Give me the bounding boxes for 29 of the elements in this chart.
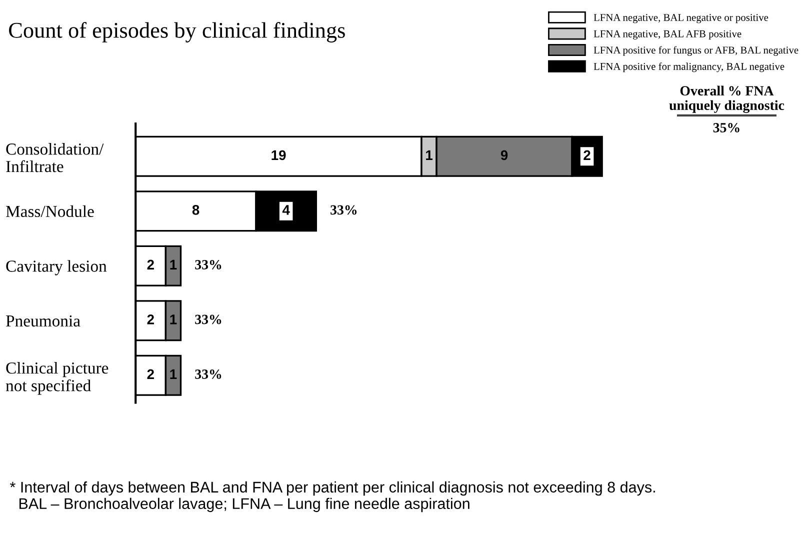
text: 35% bbox=[713, 122, 740, 132]
text: Overall % FNA uniquely diagnostic bbox=[669, 86, 784, 113]
data-label: 4 bbox=[282, 205, 290, 215]
data-label: 19 bbox=[272, 150, 286, 160]
data-label: 1 bbox=[170, 369, 177, 379]
chart-title: Count of episodes by clinical findings bbox=[9, 22, 345, 42]
text: * Interval of days between BAL and FNA per patient per clinical diagnosis not exceeding 8 days. BAL – Bronchoalveolar lavage; LFNA – Lung fine needle aspiration bbox=[10, 481, 655, 512]
data-label: 9 bbox=[500, 150, 508, 160]
annotation: 33% bbox=[195, 260, 222, 270]
y-tick-label: Pneumonia bbox=[6, 315, 80, 327]
legend-label: LFNA positive for fungus or AFB, BAL negative bbox=[594, 46, 798, 56]
annotation: 33% bbox=[195, 369, 222, 379]
legend-label: LFNA negative, BAL negative or positive bbox=[594, 14, 768, 24]
y-tick-label: Consolidation/ Infiltrate bbox=[6, 143, 104, 172]
data-label: 2 bbox=[147, 260, 154, 270]
legend-label: LFNA positive for malignancy, BAL negative bbox=[594, 62, 784, 72]
data-label: 8 bbox=[192, 205, 200, 215]
data-label: 2 bbox=[147, 369, 154, 379]
y-tick-label: Cavitary lesion bbox=[6, 260, 107, 276]
data-label: 1 bbox=[170, 260, 177, 270]
annotation: 33% bbox=[195, 314, 222, 324]
y-tick-label: Mass/Nodule bbox=[6, 205, 94, 218]
y-tick-label: Clinical picture not specified bbox=[6, 362, 108, 395]
legend-label: LFNA negative, BAL AFB positive bbox=[594, 30, 742, 40]
data-label: 1 bbox=[426, 150, 433, 160]
annotation: 33% bbox=[330, 205, 357, 215]
data-label: 2 bbox=[147, 314, 154, 324]
data-label: 2 bbox=[584, 150, 590, 160]
data-label: 1 bbox=[170, 314, 177, 324]
